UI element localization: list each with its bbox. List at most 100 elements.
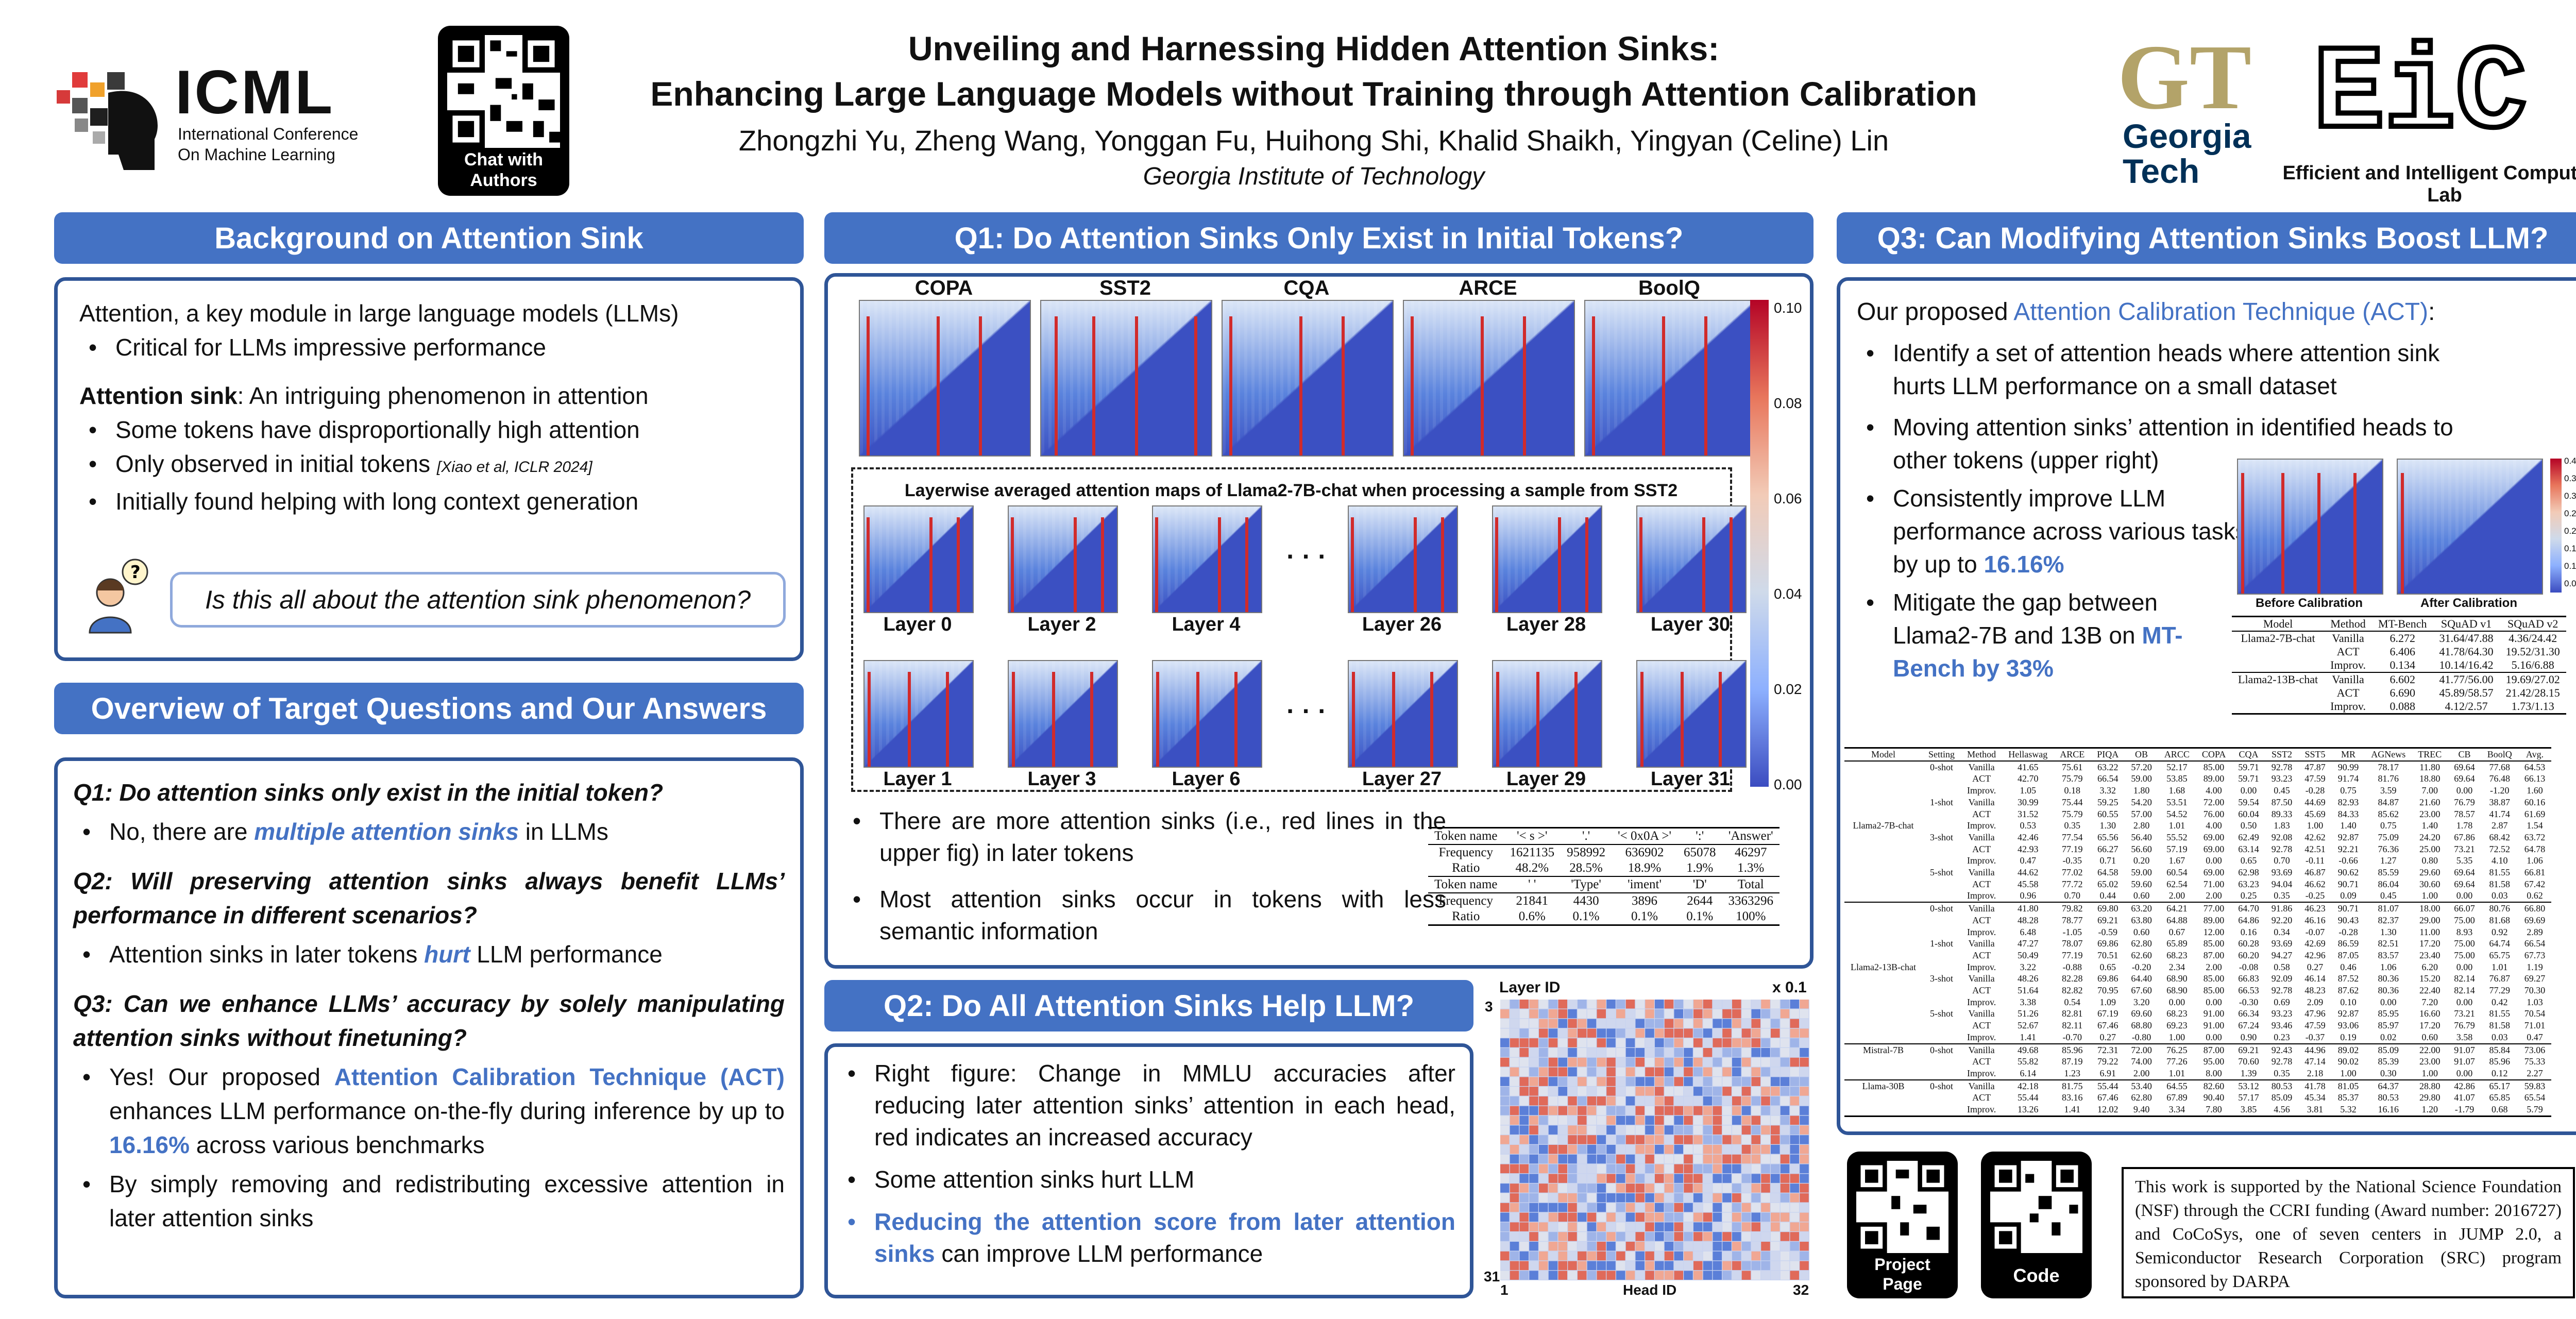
table-cell: 91.00 xyxy=(2203,1008,2225,1019)
table-cell: 0-shot xyxy=(1929,1044,1953,1055)
table-cell: ACT xyxy=(1972,773,1991,784)
head-cell xyxy=(1635,1048,1645,1057)
table-cell: 68.90 xyxy=(2166,985,2188,996)
head-cell xyxy=(1568,1154,1577,1164)
head-cell xyxy=(1625,1019,1635,1028)
table-cell: 77.26 xyxy=(2166,1056,2188,1067)
head-cell xyxy=(1616,1087,1625,1096)
head-cell xyxy=(1674,1135,1683,1144)
head-cell xyxy=(1606,1125,1616,1135)
colorbar xyxy=(1750,300,1769,787)
head-cell xyxy=(1732,1145,1741,1154)
project-page-qr[interactable]: Project Page xyxy=(1847,1152,1958,1298)
head-cell xyxy=(1568,1106,1577,1115)
table-cell xyxy=(1922,1104,1961,1116)
head-cell xyxy=(1519,1271,1529,1280)
table-cell: 80.76 xyxy=(2489,903,2510,914)
layer-label: Layer 30 xyxy=(1650,614,1731,635)
head-cell xyxy=(1587,1125,1597,1135)
head-cell xyxy=(1578,1212,1587,1222)
head-cell xyxy=(1693,1048,1703,1057)
colorbar-tick: 0.02 xyxy=(1774,681,1802,697)
head-cell xyxy=(1597,1019,1606,1028)
head-cell xyxy=(1625,1203,1635,1212)
table-cell: 1.19 xyxy=(2527,961,2543,972)
table-cell: 1.06 xyxy=(2380,961,2397,972)
head-cell xyxy=(1578,1174,1587,1183)
head-cell xyxy=(1606,1271,1616,1280)
head-cell xyxy=(1780,1125,1790,1135)
head-cell xyxy=(1606,1174,1616,1183)
head-cell xyxy=(1500,1125,1510,1135)
head-cell xyxy=(1606,1067,1616,1077)
table-cell: 92.43 xyxy=(2271,1044,2293,1055)
code-qr[interactable]: Code xyxy=(1981,1152,2092,1298)
table-cell: '< 0x0A >' xyxy=(1618,829,1671,843)
table-cell: 62.98 xyxy=(2238,867,2259,878)
head-cell xyxy=(1606,1164,1616,1174)
head-cell xyxy=(1664,1212,1674,1222)
head-cell xyxy=(1790,1028,1799,1038)
head-cell xyxy=(1635,1057,1645,1067)
gt-monogram-icon: GT xyxy=(2117,26,2251,128)
head-cell xyxy=(1635,1232,1645,1241)
head-cell xyxy=(1578,1242,1587,1251)
head-cell xyxy=(1780,1271,1790,1280)
head-cell xyxy=(1519,1222,1529,1231)
table-cell: 46.87 xyxy=(2304,867,2326,878)
table-cell: 59.71 xyxy=(2238,773,2259,784)
gt-word2: Tech xyxy=(2123,152,2200,190)
sink-line xyxy=(1480,316,1484,455)
head-cell xyxy=(1655,1096,1664,1106)
head-cell xyxy=(1568,1203,1577,1212)
head-cell xyxy=(1500,1028,1510,1038)
head-cell xyxy=(1751,1087,1760,1096)
chat-with-authors-qr[interactable]: Chat with Authors xyxy=(438,26,569,196)
head-cell xyxy=(1558,1067,1567,1077)
table-cell: 1.00 xyxy=(2421,890,2438,901)
head-cell xyxy=(1578,1271,1587,1280)
head-cell xyxy=(1655,1261,1664,1271)
table-cell: 2644 xyxy=(1687,894,1713,908)
table-cell: 0.46 xyxy=(2340,961,2357,972)
mmlu-heatmap xyxy=(1500,1000,1809,1280)
token-frequency-table: Token name '< s >' '.' '< 0x0A >' ':' 'Answer… xyxy=(1428,827,1780,926)
table-cell: 77.19 xyxy=(2062,843,2083,854)
table-cell: 41.07 xyxy=(2454,1092,2475,1103)
head-cell xyxy=(1713,1232,1722,1241)
table-cell: ACT xyxy=(1972,915,1991,925)
head-cell xyxy=(1722,1232,1732,1241)
table-cell: 92.09 xyxy=(2271,973,2293,984)
table-cell: 64.58 xyxy=(2097,867,2119,878)
table-cell: Vanilla xyxy=(2332,632,2364,645)
table-cell: 69.00 xyxy=(2203,843,2225,854)
head-cell xyxy=(1519,1048,1529,1057)
head-cell xyxy=(1741,1048,1751,1057)
table-cell: Hellaswag xyxy=(2008,749,2048,759)
head-cell xyxy=(1539,1212,1548,1222)
table-cell: SQuAD v2 xyxy=(2507,617,2558,630)
q2-bullet-1: Right figure: Change in MMLU accuracies … xyxy=(838,1057,1455,1153)
head-cell xyxy=(1500,1057,1510,1067)
head-cell xyxy=(1790,1067,1799,1077)
head-cell xyxy=(1587,1057,1597,1067)
table-cell: 29.00 xyxy=(2419,915,2441,925)
results-table-row: 1-shot Vanilla 30.99 75.44 59.25 54.20 53.51 72… xyxy=(1844,797,2551,808)
table-cell: 89.00 xyxy=(2203,915,2225,925)
head-cell xyxy=(1519,1077,1529,1086)
head-cell xyxy=(1558,1164,1567,1174)
head-cell xyxy=(1713,1067,1722,1077)
head-cell xyxy=(1519,1106,1529,1115)
head-cell xyxy=(1616,1038,1625,1047)
sink-line xyxy=(1414,517,1417,612)
overview-q2: Q2: Will preserving attention sinks alwa… xyxy=(73,868,785,928)
head-cell xyxy=(1510,1174,1519,1183)
head-cell xyxy=(1558,1135,1567,1144)
head-cell xyxy=(1713,1154,1722,1164)
table-cell: 69.00 xyxy=(2203,832,2225,842)
head-cell xyxy=(1568,1019,1577,1028)
head-cell xyxy=(1771,1009,1780,1019)
head-cell xyxy=(1539,1009,1548,1019)
sink-line xyxy=(1299,316,1302,455)
table-cell: 31.52 xyxy=(2018,808,2039,819)
